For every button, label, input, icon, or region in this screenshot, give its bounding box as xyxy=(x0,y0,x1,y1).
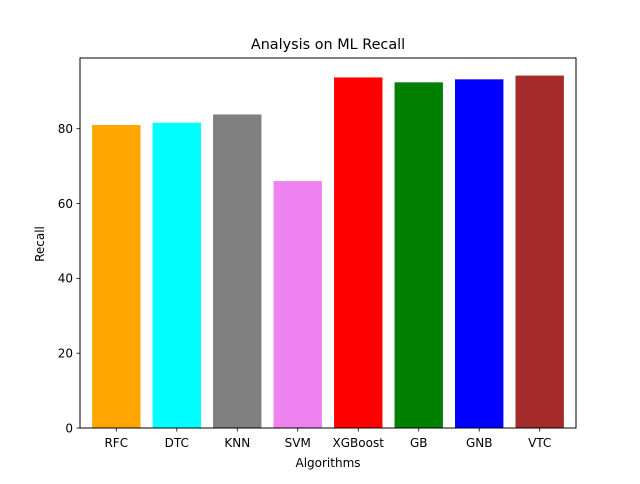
y-axis: 0 20 40 60 80 xyxy=(58,122,80,435)
x-axis: RFC DTC KNN SVM XGBoost GB GNB VTC xyxy=(104,428,551,450)
x-tick-label: SVM xyxy=(285,436,311,450)
axes-frame xyxy=(79,57,577,429)
x-axis-label: Algorithms xyxy=(295,456,360,470)
y-tick-label: 80 xyxy=(58,122,73,136)
plot-area xyxy=(92,75,564,429)
y-tick-label: 20 xyxy=(58,346,73,360)
bar-rfc xyxy=(92,124,141,428)
x-tick-label: GNB xyxy=(466,436,493,450)
bar-knn xyxy=(213,114,262,429)
bar-vtc xyxy=(515,75,564,428)
x-tick-label: DTC xyxy=(165,436,189,450)
x-tick-label: RFC xyxy=(104,436,128,450)
x-tick-label: GB xyxy=(410,436,428,450)
bar-xgboost xyxy=(334,77,383,428)
bar-gb xyxy=(394,82,443,428)
y-tick-label: 60 xyxy=(58,197,73,211)
y-axis-label: Recall xyxy=(33,226,47,262)
bar-dtc xyxy=(152,122,201,428)
bar-gnb xyxy=(455,79,504,428)
y-tick-label: 0 xyxy=(65,421,73,435)
x-tick-label: KNN xyxy=(224,436,250,450)
y-tick-label: 40 xyxy=(58,272,73,286)
chart-title: Analysis on ML Recall xyxy=(251,37,405,53)
x-tick-label: VTC xyxy=(528,436,551,450)
bar-svm xyxy=(273,181,322,428)
x-tick-label: XGBoost xyxy=(333,436,385,450)
